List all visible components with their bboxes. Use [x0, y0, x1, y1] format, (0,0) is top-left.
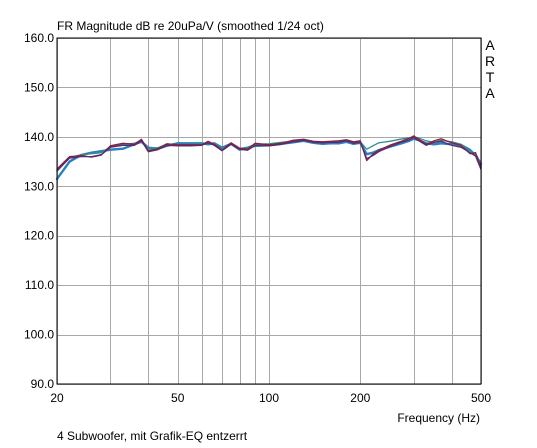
- y-tick-label: 120.0: [24, 229, 54, 243]
- watermark-letter: A: [485, 37, 495, 53]
- x-tick-label: 20: [50, 391, 64, 405]
- y-tick-label: 110.0: [25, 278, 54, 292]
- series-line-4: [56, 136, 482, 172]
- y-tick-label: 100.0: [24, 328, 54, 342]
- y-tick-label: 160.0: [24, 31, 54, 45]
- x-tick-label: 200: [350, 391, 370, 405]
- watermark-letter: R: [485, 53, 495, 69]
- y-tick-label: 140.0: [24, 130, 54, 144]
- chart-title: FR Magnitude dB re 20uPa/V (smoothed 1/2…: [57, 19, 324, 33]
- x-axis-label: Frequency (Hz): [397, 411, 480, 425]
- y-tick-label: 150.0: [24, 80, 54, 94]
- series-line-3: [56, 135, 482, 170]
- watermark-letter: A: [485, 85, 495, 101]
- plot-frame: [56, 37, 482, 385]
- x-axis-tick-labels: 20 50 100 200 500: [50, 391, 491, 405]
- y-tick-label: 130.0: [24, 179, 54, 193]
- grid-lines: [57, 38, 482, 385]
- y-axis-tick-labels: 160.0 150.0 140.0 130.0 120.0 110.0 100.0 90.0: [24, 31, 54, 391]
- x-tick-label: 100: [259, 391, 279, 405]
- x-tick-label: 500: [471, 391, 491, 405]
- chart-caption: 4 Subwoofer, mit Grafik-EQ entzerrt: [57, 429, 248, 443]
- watermark-letter: T: [486, 69, 495, 85]
- y-tick-label: 90.0: [31, 377, 55, 391]
- x-tick-label: 50: [171, 391, 185, 405]
- data-series: [55, 135, 483, 181]
